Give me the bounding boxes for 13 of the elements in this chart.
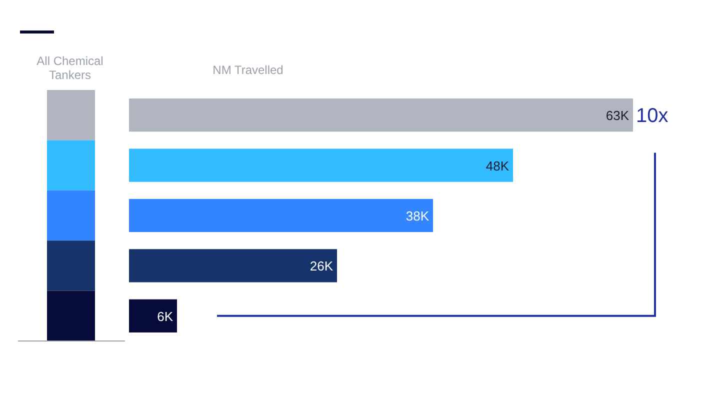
data-label: 6K (157, 308, 174, 324)
text: 10x (636, 105, 668, 128)
data-label: 26K (310, 258, 334, 274)
text: All Chemical Tankers (36, 54, 104, 82)
bar (129, 198, 433, 232)
data-label: 48K (486, 158, 510, 174)
bar (129, 148, 513, 182)
x-axis-title: NM Travelled (212, 63, 284, 77)
bar (129, 249, 337, 282)
bar (129, 299, 177, 332)
data-label: 38K (406, 208, 430, 224)
bar (129, 98, 633, 132)
data-label: 63K (606, 108, 630, 124)
